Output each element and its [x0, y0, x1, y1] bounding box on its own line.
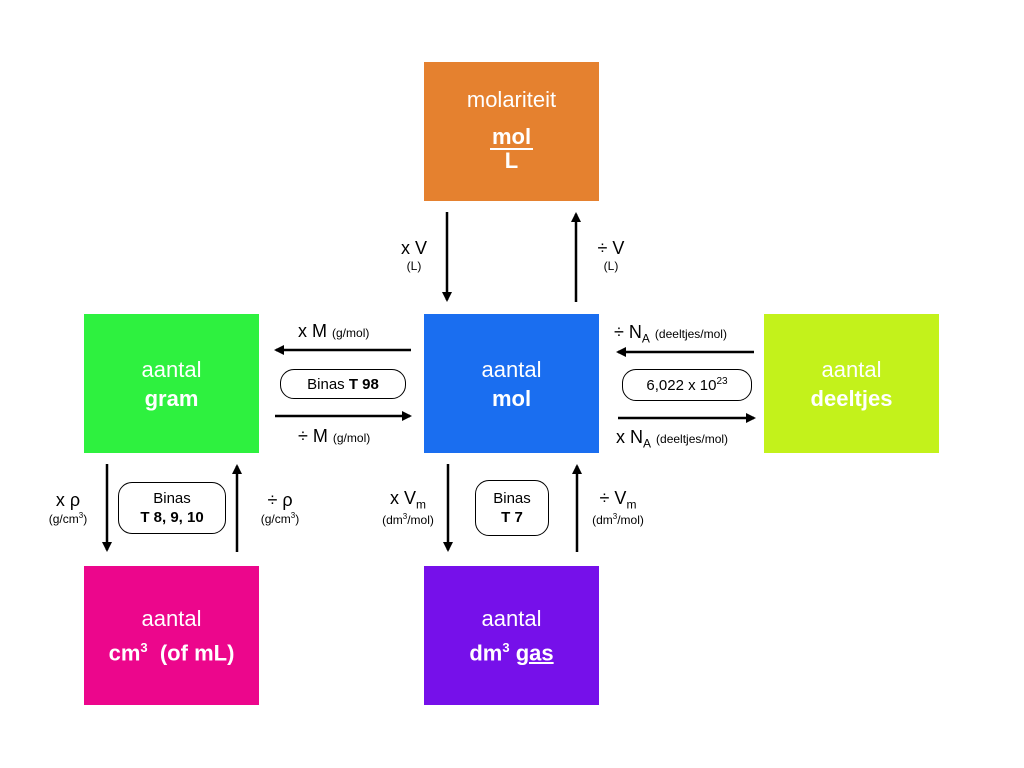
label-main: x M [298, 321, 327, 341]
label-main: x N [616, 427, 643, 447]
deeltjes-box: aantal deeltjes [764, 314, 939, 453]
label-unit: (g/cm3) [36, 511, 100, 526]
label-main: ÷ V [599, 488, 627, 508]
label-gram-down: x ρ (g/cm3) [36, 490, 100, 526]
cm3-box-line2: cm3 (of mL) [109, 633, 235, 667]
label-gram-up: ÷ ρ (g/cm3) [248, 490, 312, 526]
pill-line1: Binas [493, 490, 531, 507]
dm3-gas-box: aantal dm3 gas [424, 566, 599, 705]
molariteit-title: molariteit [466, 87, 557, 112]
gram-box: aantal gram [84, 314, 259, 453]
label-unit: (deeltjes/mol) [656, 432, 729, 446]
pill-exponent: 23 [716, 375, 728, 387]
dm3-exponent: 3 [502, 639, 510, 655]
label-main: ÷ ρ [267, 490, 293, 510]
label-sub: m [626, 497, 637, 512]
label-mol-to-gas: x Vm (dm3/mol) [372, 488, 444, 527]
label-sub: A [641, 331, 650, 346]
unit-post: /mol) [617, 512, 644, 527]
pill-bold: T 98 [348, 375, 379, 393]
label-unit: (g/mol) [332, 431, 371, 445]
label-unit: (dm3/mol) [582, 512, 654, 527]
molariteit-unit-fraction: mol L [489, 124, 534, 173]
label-unit: (L) [603, 259, 619, 273]
binas-density-pill: Binas T 8, 9, 10 [118, 482, 226, 534]
label-main: ÷ M [298, 426, 328, 446]
mol-box-line2: mol [491, 385, 532, 411]
label-to-deeltjes: x NA (deeltjes/mol) [616, 427, 728, 451]
label-gas-to-mol: ÷ Vm (dm3/mol) [582, 488, 654, 527]
pill-text: 6,022 x 10 [646, 376, 717, 394]
deeltjes-box-line1: aantal [821, 356, 882, 382]
molariteit-box: molariteit mol L [424, 62, 599, 201]
label-mol-down: x V (L) [392, 238, 436, 273]
label-sub: m [416, 497, 426, 512]
label-main: ÷ N [614, 322, 642, 342]
label-to-gram: x M (g/mol) [298, 321, 369, 342]
cm3-box: aantal cm3 (of mL) [84, 566, 259, 705]
unit-exponent: 3 [402, 511, 408, 521]
label-main: x ρ [55, 490, 81, 510]
dm3-box-line1: aantal [481, 605, 542, 631]
label-unit: (dm3/mol) [372, 512, 444, 527]
unit-exponent: 3 [290, 511, 296, 520]
unit-post: /mol) [407, 512, 434, 527]
binas-t98-pill: Binas T 98 [280, 369, 406, 399]
label-unit: (L) [406, 259, 422, 273]
label-main: ÷ V [597, 238, 625, 258]
mol-box: aantal mol [424, 314, 599, 453]
gram-box-line1: aantal [141, 356, 202, 382]
unit-post: ) [295, 512, 300, 526]
cm3-exponent: 3 [140, 639, 148, 655]
label-sub: A [643, 436, 652, 451]
cm3-alt-unit: (of mL) [159, 640, 235, 666]
unit-pre: (dm [592, 512, 613, 527]
label-from-gram: ÷ M (g/mol) [298, 426, 370, 447]
binas-gas-pill: Binas T 7 [475, 480, 549, 536]
pill-line1: Binas [153, 490, 191, 507]
pill-line2: T 7 [501, 509, 523, 526]
deeltjes-box-line2: deeltjes [810, 385, 893, 411]
label-main: x V [389, 488, 416, 508]
gas-word: gas [515, 640, 554, 666]
avogadro-pill: 6,022 x 10 23 [622, 369, 752, 401]
unit-post: ) [83, 512, 88, 526]
label-mol-up: ÷ V (L) [589, 238, 633, 273]
fraction-numerator: mol [489, 124, 534, 150]
dm3-unit: dm [469, 640, 503, 666]
unit-pre: (dm [382, 512, 403, 527]
label-unit: (g/mol) [332, 326, 370, 340]
unit-exponent: 3 [612, 511, 618, 521]
label-unit: (g/cm3) [248, 511, 312, 526]
mol-box-line1: aantal [481, 356, 542, 382]
cm3-unit: cm [108, 640, 141, 666]
cm3-box-line1: aantal [141, 605, 202, 631]
unit-pre: (g/cm [48, 512, 79, 526]
unit-exponent: 3 [78, 511, 84, 520]
fraction-denominator: L [504, 148, 519, 173]
label-from-deeltjes: ÷ NA (deeltjes/mol) [614, 322, 727, 346]
gram-box-line2: gram [144, 385, 199, 411]
pill-text: Binas [307, 375, 349, 393]
dm3-box-line2: dm3 gas [469, 633, 553, 667]
label-unit: (deeltjes/mol) [654, 327, 727, 341]
unit-pre: (g/cm [260, 512, 291, 526]
pill-line2: T 8, 9, 10 [140, 509, 204, 526]
label-main: x V [400, 238, 427, 258]
